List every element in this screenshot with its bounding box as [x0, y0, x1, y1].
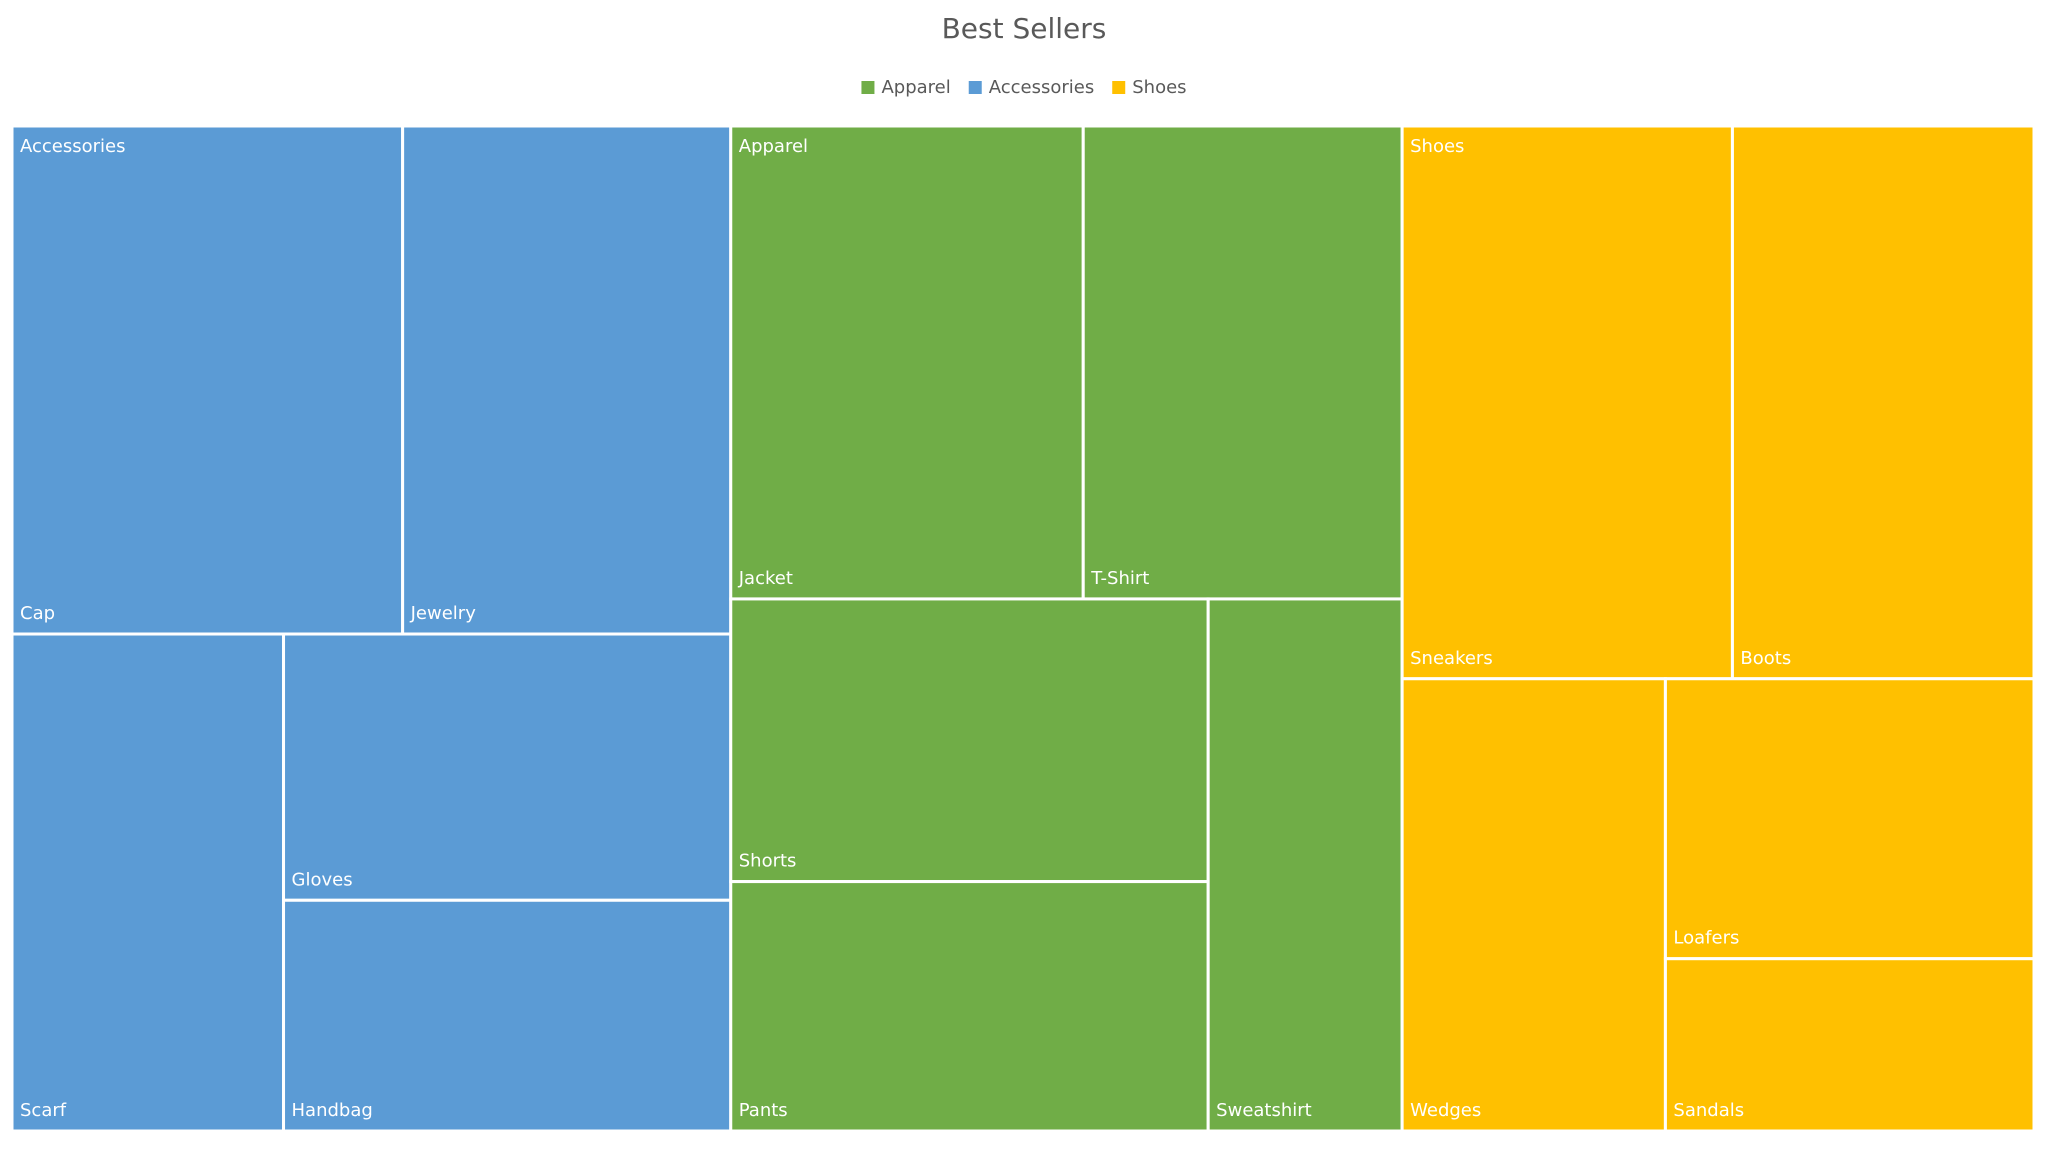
treemap-tile — [10, 632, 286, 1133]
tile-label: Pants — [739, 1100, 788, 1121]
treemap-tile — [1081, 124, 1404, 601]
tile-label: Scarf — [20, 1100, 67, 1121]
treemap-tile — [729, 124, 1085, 601]
treemap-tile — [729, 880, 1210, 1133]
legend-item: Apparel — [861, 77, 951, 98]
legend-item: Accessories — [968, 77, 1095, 98]
legend-swatch — [861, 81, 875, 94]
tile-label: Wedges — [1410, 1100, 1481, 1121]
tile-label: Shorts — [739, 851, 797, 872]
legend-label: Accessories — [989, 77, 1095, 98]
tile-label: Handbag — [292, 1100, 373, 1121]
legend-swatch — [1112, 81, 1126, 94]
legend-label: Apparel — [881, 77, 950, 98]
treemap-tile — [1400, 677, 1667, 1133]
tile-label: Sweatshirt — [1216, 1100, 1312, 1121]
legend: Apparel Accessories Shoes — [861, 77, 1187, 98]
plot-area: Cap Jewelry Scarf Gloves Handbag Accessories J… — [10, 124, 2036, 1133]
tile-label: Loafers — [1673, 928, 1739, 949]
treemap-tile — [1400, 124, 1734, 681]
legend-swatch — [968, 81, 982, 94]
legend-label: Shoes — [1132, 77, 1186, 98]
treemap-tile — [729, 597, 1210, 884]
treemap-tile — [1663, 677, 2036, 961]
tile-label: Cap — [20, 603, 55, 624]
treemap-tile — [1206, 597, 1404, 1133]
group-label: Shoes — [1410, 136, 1464, 157]
treemap-tile — [10, 124, 405, 636]
tile-label: Boots — [1740, 648, 1791, 669]
treemap-tile — [401, 124, 733, 636]
chart-title: Best Sellers — [942, 12, 1107, 45]
tile-label: Jewelry — [410, 603, 477, 624]
treemap-tile — [1730, 124, 2036, 681]
tile-label: Jacket — [738, 568, 793, 589]
legend-item: Shoes — [1112, 77, 1187, 98]
treemap-tile — [282, 632, 733, 902]
group-label: Apparel — [739, 136, 808, 157]
tile-label: Sneakers — [1410, 648, 1493, 669]
group-label: Accessories — [20, 136, 126, 157]
treemap-tile — [282, 898, 733, 1133]
tile-label: Gloves — [292, 869, 353, 890]
tile-label: Sandals — [1673, 1100, 1744, 1121]
tile-label: T-Shirt — [1090, 568, 1149, 589]
treemap-tile — [1663, 957, 2036, 1133]
